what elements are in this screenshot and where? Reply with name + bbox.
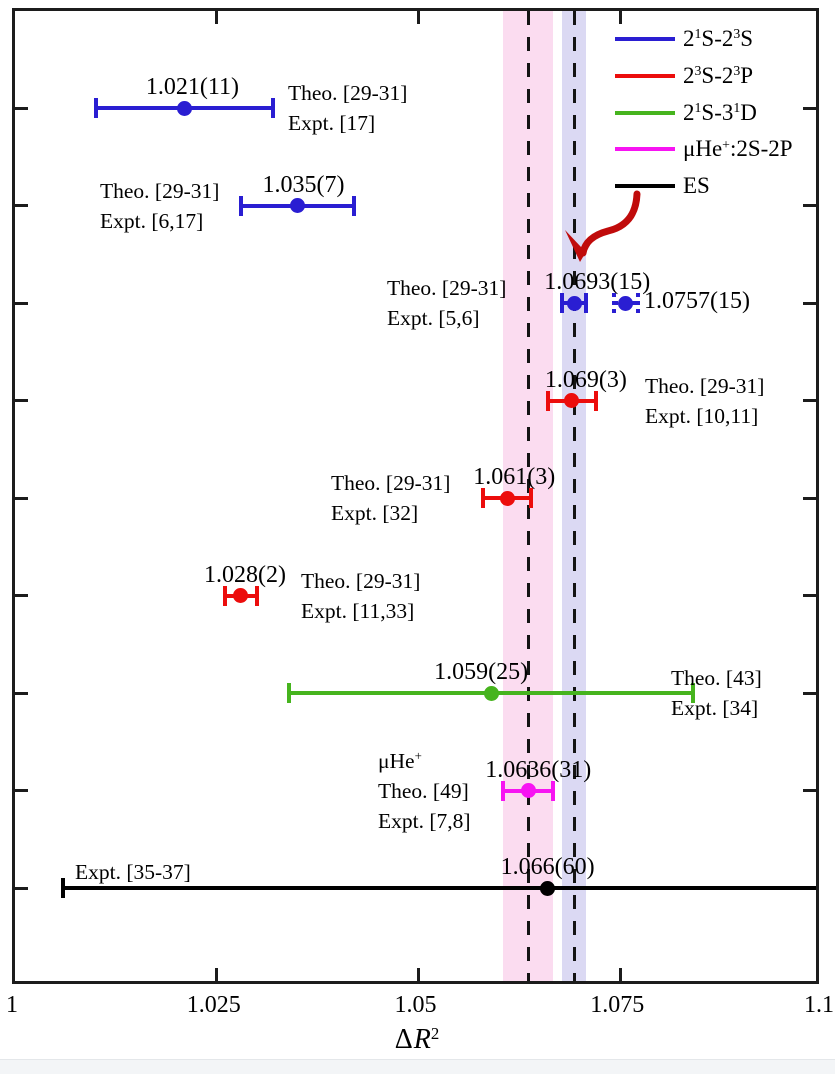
x-tick-top — [215, 11, 219, 24]
value-label: 1.021(11) — [145, 74, 240, 100]
data-point-marker — [233, 588, 249, 603]
error-cap-right — [271, 98, 276, 118]
error-cap-left — [560, 293, 565, 313]
y-tick-left — [15, 301, 28, 305]
reference-label: Theo. [43] Expt. [34] — [671, 666, 762, 720]
data-point-marker — [176, 100, 192, 116]
y-tick-right — [803, 594, 816, 597]
value-label: 1.059(25) — [434, 659, 529, 685]
y-tick-right — [803, 496, 816, 500]
data-point-marker — [520, 783, 536, 798]
value-label: 1.0636(31) — [485, 756, 592, 783]
x-tick-label: 1.05 — [394, 992, 437, 1018]
x-tick-bottom — [215, 968, 219, 981]
y-tick-left — [15, 106, 28, 110]
x-tick-bottom — [618, 968, 622, 981]
error-cap-left — [93, 98, 98, 118]
y-tick-left — [15, 886, 28, 890]
value-label: 1.069(3) — [544, 366, 627, 393]
error-cap-right — [594, 390, 599, 411]
error-cap-left — [238, 195, 243, 216]
y-tick-right — [803, 204, 816, 207]
y-tick-left — [15, 496, 28, 500]
error-cap-left — [222, 585, 227, 606]
error-cap-left — [545, 390, 550, 411]
y-tick-left — [15, 399, 28, 402]
legend-line-2 — [615, 73, 675, 78]
plot-area: 1.021(11) Theo. [29-31] Expt. [17] 1.035(7)… — [12, 8, 819, 984]
value-label: 1.028(2) — [203, 561, 286, 588]
reference-label: Theo. [29-31] Expt. [17] — [288, 81, 408, 135]
x-tick-label: 1.025 — [186, 992, 241, 1018]
legend-line-1 — [615, 37, 675, 41]
value-label: 1.035(7) — [262, 171, 345, 198]
data-point-marker — [289, 198, 305, 213]
legend-line-5 — [615, 184, 675, 189]
data-point-marker — [566, 295, 582, 311]
error-cap-right — [551, 780, 556, 801]
reference-label: Theo. [29-31] Expt. [10,11] — [645, 373, 765, 428]
legend-line-4 — [615, 147, 675, 152]
error-cap-right — [351, 195, 356, 216]
legend-line-3 — [615, 110, 675, 115]
legend-label-4: μHe+:2S-2P — [683, 136, 793, 162]
x-axis-label: ΔR2 — [394, 1023, 440, 1055]
x-tick-bottom — [417, 968, 420, 981]
x-tick-top — [618, 11, 622, 24]
x-tick-top — [417, 11, 420, 24]
reference-label: μHe+ Theo. [49] Expt. [7,8] — [378, 748, 471, 833]
x-tick-label: 1.075 — [590, 992, 645, 1018]
error-cap-right — [584, 293, 589, 313]
annotation-arrow-curve — [579, 190, 641, 257]
data-point-marker — [483, 685, 499, 701]
y-tick-left — [15, 789, 28, 792]
reference-label: Theo. [29-31] Expt. [6,17] — [100, 178, 220, 233]
reference-label: Theo. [29-31] Expt. [5,6] — [387, 276, 507, 330]
data-point-marker — [540, 880, 556, 896]
error-cap-left — [61, 878, 66, 898]
value-label: 1.061(3) — [473, 464, 556, 490]
value-label: 1.066(60) — [500, 854, 595, 880]
y-tick-right — [803, 399, 816, 402]
reference-label: Expt. [35-37] — [75, 860, 191, 884]
y-tick-left — [15, 594, 28, 597]
value-label: 1.0693(15) — [544, 269, 651, 295]
y-tick-right — [803, 106, 816, 110]
error-cap-left — [501, 780, 506, 801]
error-cap-right — [636, 293, 640, 313]
x-tick-label: 1.1 — [804, 992, 834, 1018]
data-point-marker — [499, 490, 515, 506]
y-tick-right — [803, 301, 816, 305]
data-point-marker — [618, 295, 634, 311]
legend-label-1: 21S-23S — [683, 26, 754, 51]
legend-label-2: 23S-23P — [683, 62, 754, 88]
y-tick-right — [803, 691, 816, 695]
error-cap-right — [529, 488, 534, 508]
legend-label-3: 21S-31D — [683, 99, 757, 125]
x-tick-label: 1 — [6, 992, 18, 1018]
error-cap-left — [287, 683, 292, 703]
y-tick-left — [15, 691, 28, 695]
error-cap-left — [611, 293, 616, 313]
error-cap-right — [255, 585, 260, 606]
reference-label: Theo. [29-31] Expt. [11,33] — [301, 568, 421, 623]
error-cap-right — [690, 683, 695, 703]
value-label: 1.0757(15) — [644, 288, 750, 314]
x-tick-labels: 1 1.025 1.05 1.075 1.1 — [0, 992, 835, 1024]
y-tick-left — [15, 204, 28, 207]
y-tick-right — [803, 789, 816, 792]
2S-2S-band-center-line — [572, 11, 576, 981]
page-bottom-strip — [0, 1059, 835, 1074]
reference-label: Theo. [29-31] Expt. [32] — [331, 471, 451, 525]
error-bar — [63, 886, 816, 890]
data-point-marker — [564, 393, 580, 408]
error-cap-left — [481, 488, 486, 508]
legend-label-5: ES — [683, 173, 710, 199]
